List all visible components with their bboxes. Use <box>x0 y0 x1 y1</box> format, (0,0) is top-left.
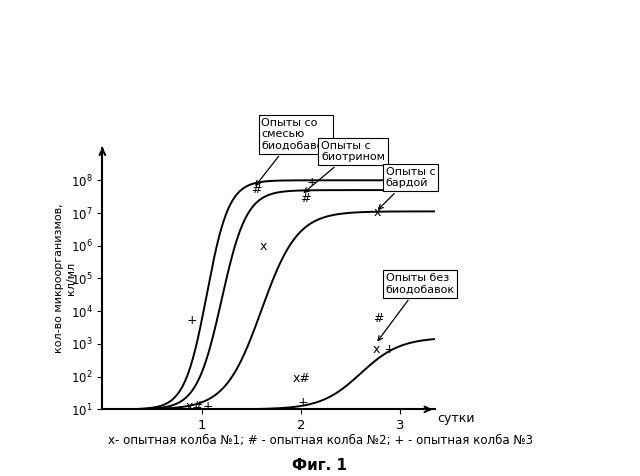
Text: Опыты без
биодобавок: Опыты без биодобавок <box>378 273 454 340</box>
Text: #: # <box>372 312 383 325</box>
Text: +: + <box>187 314 198 327</box>
Text: x +: x + <box>372 343 395 357</box>
Text: #: # <box>300 192 310 205</box>
Text: +: + <box>307 176 317 189</box>
Text: x#: x# <box>293 372 311 385</box>
Text: x#+: x#+ <box>186 400 214 413</box>
Text: Опыты с
бардой: Опыты с бардой <box>379 167 435 209</box>
Text: x: x <box>374 206 381 219</box>
Text: сутки: сутки <box>437 412 475 425</box>
Text: Фиг. 1: Фиг. 1 <box>292 458 348 473</box>
Text: х- опытная колба №1; # - опытная колба №2; + - опытная колба №3: х- опытная колба №1; # - опытная колба №… <box>108 434 532 447</box>
Text: +: + <box>298 396 308 409</box>
Text: Опыты со
смесью
биодобавок: Опыты со смесью биодобавок <box>256 118 330 185</box>
Text: x: x <box>259 240 267 253</box>
Text: #: # <box>252 183 262 196</box>
Y-axis label: кол-во микроорганизмов,
кл/мл: кол-во микроорганизмов, кл/мл <box>54 204 76 353</box>
Text: Опыты с
биотрином: Опыты с биотрином <box>304 141 385 192</box>
